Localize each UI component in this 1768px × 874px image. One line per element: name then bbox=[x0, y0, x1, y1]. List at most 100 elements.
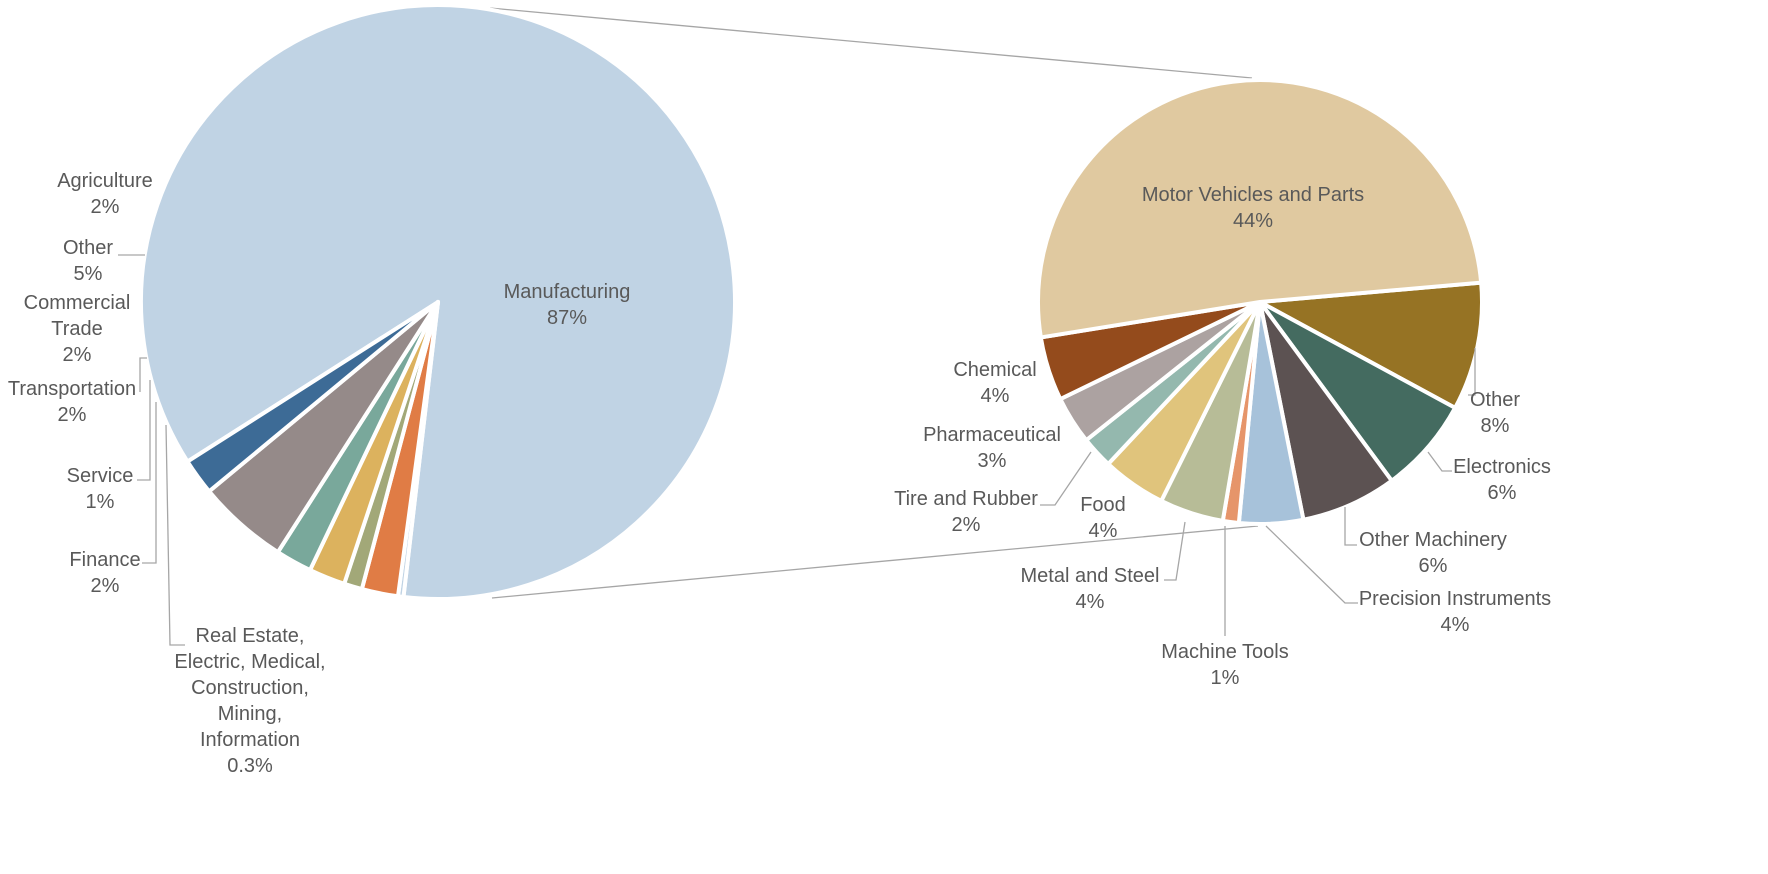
secondary-leader-other bbox=[1468, 348, 1476, 396]
secondary-leader-metal-and-steel bbox=[1164, 521, 1186, 581]
secondary-label-text-other-machinery: Other Machinery 6% bbox=[1359, 529, 1507, 577]
secondary-label-machine-tools: Machine Tools 1% bbox=[1161, 641, 1288, 689]
label-name-line: Motor Vehicles and Parts bbox=[1142, 184, 1364, 206]
label-name-line: Electronics bbox=[1453, 456, 1551, 478]
main-label-text-commercial-trade: Commercial Trade 2% bbox=[24, 292, 131, 366]
main-label-text-real-estate-electric-medical-construction-mining-information: Real Estate, Electric, Medical, Constructi… bbox=[174, 625, 325, 777]
secondary-leader-precision-instruments bbox=[1265, 525, 1358, 604]
connector-top bbox=[489, 7, 1253, 79]
secondary-label-text-tire-and-rubber: Tire and Rubber 2% bbox=[894, 488, 1038, 536]
main-leader-real-estate-electric-medical-construction-mining-information bbox=[165, 424, 185, 646]
secondary-label-food: Food 4% bbox=[1080, 494, 1126, 542]
secondary-value-tire-and-rubber: 2% bbox=[952, 514, 981, 536]
secondary-label-other-machinery: Other Machinery 6% bbox=[1359, 529, 1507, 577]
main-value-finance: 2% bbox=[91, 575, 120, 597]
label-name-line: Information bbox=[200, 729, 300, 751]
label-name-line: Tire and Rubber bbox=[894, 488, 1038, 510]
label-name-line: Precision Instruments bbox=[1359, 588, 1551, 610]
label-name-line: Pharmaceutical bbox=[923, 424, 1061, 446]
label-name-line: Electric, Medical, bbox=[174, 651, 325, 673]
secondary-value-chemical: 4% bbox=[981, 385, 1010, 407]
secondary-value-other: 8% bbox=[1481, 415, 1510, 437]
label-name-line: Metal and Steel bbox=[1021, 565, 1160, 587]
main-label-text-service: Service 1% bbox=[67, 465, 134, 513]
label-name-line: Commercial bbox=[24, 292, 131, 314]
secondary-label-precision-instruments: Precision Instruments 4% bbox=[1359, 588, 1551, 636]
secondary-label-text-pharmaceutical: Pharmaceutical 3% bbox=[923, 424, 1061, 472]
label-name-line: Finance bbox=[69, 549, 140, 571]
main-label-text-manufacturing: Manufacturing 87% bbox=[504, 281, 631, 329]
secondary-value-metal-and-steel: 4% bbox=[1076, 591, 1105, 613]
pie-connector-lines bbox=[489, 7, 1259, 599]
leader-lines bbox=[118, 254, 1476, 646]
label-name-line: Agriculture bbox=[57, 170, 153, 192]
main-label-real-estate-electric-medical-construction-mining-information: Real Estate, Electric, Medical, Constructi… bbox=[174, 625, 325, 777]
label-name-line: Transportation bbox=[8, 378, 136, 400]
secondary-value-other-machinery: 6% bbox=[1419, 555, 1448, 577]
secondary-label-chemical: Chemical 4% bbox=[953, 359, 1036, 407]
label-name-line: Other bbox=[1470, 389, 1520, 411]
main-pie bbox=[139, 3, 737, 601]
label-name-line: Chemical bbox=[953, 359, 1036, 381]
main-value-manufacturing: 87% bbox=[547, 307, 587, 329]
label-name-line: Trade bbox=[51, 318, 103, 340]
main-leader-service bbox=[137, 380, 151, 481]
label-name-line: Machine Tools bbox=[1161, 641, 1288, 663]
secondary-label-electronics: Electronics 6% bbox=[1453, 456, 1551, 504]
label-name-line: Service bbox=[67, 465, 134, 487]
main-value-other: 5% bbox=[74, 263, 103, 285]
main-value-real-estate-electric-medical-construction-mining-information: 0.3% bbox=[227, 755, 273, 777]
secondary-label-text-motor-vehicles-and-parts: Motor Vehicles and Parts 44% bbox=[1142, 184, 1364, 232]
main-label-finance: Finance 2% bbox=[69, 549, 140, 597]
main-label-manufacturing: Manufacturing 87% bbox=[504, 281, 631, 329]
secondary-label-text-food: Food 4% bbox=[1080, 494, 1126, 542]
label-name-line: Construction, bbox=[191, 677, 309, 699]
secondary-leader-tire-and-rubber bbox=[1040, 451, 1092, 506]
connector-bottom bbox=[491, 525, 1259, 599]
label-name-line: Real Estate, bbox=[196, 625, 305, 647]
main-label-transportation: Transportation 2% bbox=[8, 378, 136, 426]
main-label-text-finance: Finance 2% bbox=[69, 549, 140, 597]
secondary-label-text-other: Other 8% bbox=[1470, 389, 1520, 437]
secondary-leader-other-machinery bbox=[1344, 507, 1357, 546]
secondary-pie bbox=[1036, 78, 1484, 526]
main-value-transportation: 2% bbox=[58, 404, 87, 426]
secondary-label-metal-and-steel: Metal and Steel 4% bbox=[1021, 565, 1160, 613]
secondary-value-food: 4% bbox=[1089, 520, 1118, 542]
main-value-commercial-trade: 2% bbox=[63, 344, 92, 366]
label-name-line: Mining, bbox=[218, 703, 282, 725]
main-label-commercial-trade: Commercial Trade 2% bbox=[24, 292, 131, 366]
secondary-label-text-chemical: Chemical 4% bbox=[953, 359, 1036, 407]
secondary-label-text-metal-and-steel: Metal and Steel 4% bbox=[1021, 565, 1160, 613]
secondary-value-machine-tools: 1% bbox=[1211, 667, 1240, 689]
main-label-text-agriculture: Agriculture 2% bbox=[57, 170, 153, 218]
secondary-value-electronics: 6% bbox=[1488, 482, 1517, 504]
secondary-leader-electronics bbox=[1427, 451, 1452, 472]
main-slice-agriculture bbox=[185, 300, 440, 494]
secondary-label-tire-and-rubber: Tire and Rubber 2% bbox=[894, 488, 1038, 536]
secondary-label-other: Other 8% bbox=[1470, 389, 1520, 437]
label-name-line: Food bbox=[1080, 494, 1126, 516]
main-label-service: Service 1% bbox=[67, 465, 134, 513]
main-leader-finance bbox=[142, 402, 157, 564]
slice-labels: Manufacturing 87% Real Estate, Electric, Me… bbox=[8, 170, 1551, 777]
main-value-agriculture: 2% bbox=[91, 196, 120, 218]
secondary-value-pharmaceutical: 3% bbox=[978, 450, 1007, 472]
secondary-value-motor-vehicles-and-parts: 44% bbox=[1233, 210, 1273, 232]
main-value-service: 1% bbox=[86, 491, 115, 513]
label-name-line: Other bbox=[63, 237, 113, 259]
secondary-value-precision-instruments: 4% bbox=[1441, 614, 1470, 636]
main-label-other: Other 5% bbox=[63, 237, 113, 285]
main-label-text-transportation: Transportation 2% bbox=[8, 378, 136, 426]
secondary-label-pharmaceutical: Pharmaceutical 3% bbox=[923, 424, 1061, 472]
main-leader-transportation bbox=[139, 357, 147, 392]
secondary-label-text-precision-instruments: Precision Instruments 4% bbox=[1359, 588, 1551, 636]
secondary-slice-other bbox=[1258, 280, 1484, 410]
main-label-text-other: Other 5% bbox=[63, 237, 113, 285]
secondary-label-text-machine-tools: Machine Tools 1% bbox=[1161, 641, 1288, 689]
label-name-line: Other Machinery bbox=[1359, 529, 1507, 551]
secondary-slice-motor-vehicles-and-parts bbox=[1036, 78, 1484, 340]
secondary-label-motor-vehicles-and-parts: Motor Vehicles and Parts 44% bbox=[1142, 184, 1364, 232]
secondary-label-text-electronics: Electronics 6% bbox=[1453, 456, 1551, 504]
